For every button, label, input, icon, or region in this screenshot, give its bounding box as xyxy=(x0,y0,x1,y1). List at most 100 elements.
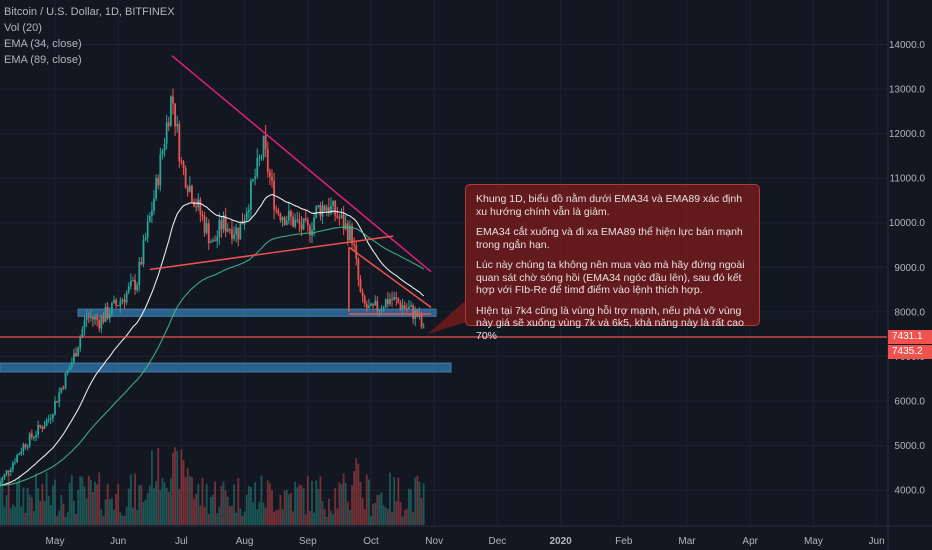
volume-bar xyxy=(186,468,189,525)
candle-body xyxy=(182,161,185,168)
candle-body xyxy=(250,181,252,210)
candle-body xyxy=(60,387,63,393)
candle-body xyxy=(195,206,198,208)
volume-bar xyxy=(54,479,56,525)
volume-indicator-label[interactable]: Vol (20) xyxy=(4,22,42,34)
volume-bar xyxy=(224,490,227,525)
volume-bar xyxy=(87,475,90,525)
candle-body xyxy=(138,262,141,285)
volume-bar xyxy=(384,507,387,525)
volume-bar xyxy=(127,488,130,525)
volume-bar xyxy=(117,483,120,525)
volume-bar xyxy=(351,485,353,525)
volume-bar xyxy=(102,516,105,525)
candle-body xyxy=(77,348,80,357)
volume-bar xyxy=(1,481,4,525)
ema34-indicator-label[interactable]: EMA (34, close) xyxy=(4,38,82,50)
candle-body xyxy=(70,362,73,368)
candle-body xyxy=(418,313,421,317)
time-axis[interactable]: May Jun Jul Aug Sep Oct Nov Dec 2020 Feb Mar Apr May… xyxy=(0,525,932,547)
candle-body xyxy=(191,185,193,202)
candle-body xyxy=(228,229,231,231)
candle-body xyxy=(296,219,299,221)
volume-bar xyxy=(193,498,195,525)
volume-bar xyxy=(148,485,151,525)
candle-body xyxy=(323,205,326,211)
candle-body xyxy=(420,313,423,328)
volume-bar xyxy=(195,493,198,525)
candle-body xyxy=(241,222,244,225)
symbol-title[interactable]: Bitcoin / U.S. Dollar, 1D, BITFINEX xyxy=(4,6,175,18)
volume-bar xyxy=(125,506,128,525)
volume-bar xyxy=(277,509,280,525)
candle-body xyxy=(275,209,278,211)
candle-body xyxy=(174,103,176,127)
volume-bar xyxy=(60,495,63,525)
y-tick-label: 11000.0 xyxy=(890,174,926,185)
candle-body xyxy=(184,167,187,188)
volume-bar xyxy=(161,478,164,525)
candle-body xyxy=(43,426,46,429)
candle-body xyxy=(121,299,124,302)
candle-body xyxy=(108,314,111,319)
x-tick-label: Nov xyxy=(425,536,443,547)
candle-body xyxy=(222,215,225,230)
volume-bar xyxy=(281,509,284,525)
candle-body xyxy=(245,211,248,220)
volume-bar xyxy=(260,475,263,525)
candle-body xyxy=(106,306,109,319)
ema89-indicator-label[interactable]: EMA (89, close) xyxy=(4,54,82,66)
candle-body xyxy=(35,434,37,438)
volume-bar xyxy=(296,487,299,525)
candle-body xyxy=(167,122,170,126)
candle-body xyxy=(224,215,227,232)
volume-bar xyxy=(140,485,143,525)
volume-bar xyxy=(386,509,389,525)
candle-body xyxy=(14,462,16,464)
price-axis[interactable]: 4000.05000.06000.07000.08000.09000.01000… xyxy=(887,0,926,550)
volume-bar xyxy=(201,478,204,525)
candle-body xyxy=(155,177,158,199)
candle-body xyxy=(302,218,305,230)
candle-body xyxy=(233,234,235,239)
volume-bar xyxy=(332,513,334,525)
ascending-support-line xyxy=(149,235,394,271)
candle-body xyxy=(201,214,204,217)
volume-bar xyxy=(14,506,16,525)
candle-body xyxy=(344,223,347,230)
volume-bar xyxy=(58,510,61,525)
candle-body xyxy=(218,220,221,237)
ema-lines xyxy=(0,193,425,487)
volume-bar xyxy=(79,476,82,525)
candle-body xyxy=(372,303,375,306)
candle-body xyxy=(315,206,318,218)
candle-body xyxy=(113,299,115,304)
candle-body xyxy=(81,329,84,338)
volume-bar xyxy=(138,485,141,525)
candle-body xyxy=(117,305,120,307)
candle-body xyxy=(16,455,18,463)
candle-body xyxy=(346,223,349,241)
volume-bar xyxy=(285,489,288,525)
volume-bar xyxy=(418,481,421,525)
candle-body xyxy=(386,299,389,305)
volume-bar xyxy=(191,477,193,525)
candle-body xyxy=(410,305,412,308)
volume-bar xyxy=(393,477,396,525)
volume-bar xyxy=(380,492,383,525)
volume-bar xyxy=(226,496,229,525)
candle-body xyxy=(256,157,259,177)
candle-body xyxy=(342,214,345,230)
candle-body xyxy=(123,299,126,303)
analysis-note[interactable]: Khung 1D, biểu đồ nằm dưới EMA34 và EMA8… xyxy=(465,184,760,342)
volume-bar xyxy=(108,499,111,525)
volume-bar xyxy=(245,494,248,525)
candle-body xyxy=(271,176,273,181)
candle-body xyxy=(0,482,2,486)
candle-body xyxy=(287,210,290,221)
candle-body xyxy=(28,433,31,447)
volume-bar xyxy=(22,487,25,525)
candle-body xyxy=(87,317,90,319)
candle-body xyxy=(294,219,297,227)
